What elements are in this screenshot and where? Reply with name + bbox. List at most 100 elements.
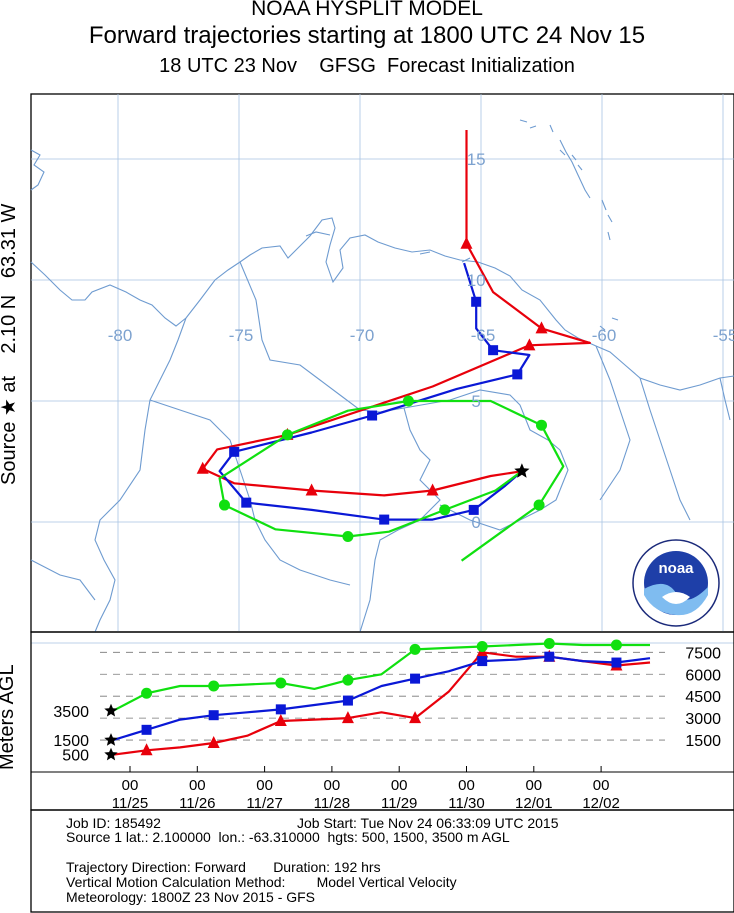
coast-central-america bbox=[30, 149, 45, 191]
lat-label: 10 bbox=[467, 271, 486, 290]
track-marker bbox=[305, 483, 318, 496]
start-height-star bbox=[104, 733, 118, 746]
coast-north-south-america bbox=[185, 217, 734, 391]
coast-pacific-south bbox=[30, 559, 96, 601]
time-tick-hour: 00 bbox=[525, 777, 542, 794]
track-1500-m bbox=[218, 262, 531, 521]
track-marker bbox=[367, 410, 378, 421]
track-marker bbox=[342, 531, 354, 543]
time-tick-hour: 00 bbox=[458, 777, 475, 794]
start-height-label: 3500 bbox=[53, 704, 89, 721]
height-track-3500-m bbox=[112, 642, 650, 712]
border-venezuela-guyana bbox=[403, 389, 561, 451]
track-marker bbox=[523, 338, 536, 351]
height-marker bbox=[342, 695, 353, 706]
track-marker bbox=[402, 395, 414, 407]
height-marker bbox=[544, 651, 555, 662]
lat-label: 0 bbox=[471, 513, 480, 532]
track-marker bbox=[535, 321, 548, 334]
lon-label: -80 bbox=[108, 326, 133, 345]
height-marker bbox=[275, 677, 287, 689]
title-line-1: NOAA HYSPLIT MODEL bbox=[251, 0, 483, 20]
track-marker bbox=[241, 497, 252, 508]
height-marker bbox=[543, 638, 555, 650]
lon-label: -60 bbox=[592, 326, 617, 345]
noaa-logo-text: noaa bbox=[658, 560, 694, 577]
time-tick-hour: 00 bbox=[324, 777, 341, 794]
track-marker bbox=[379, 514, 390, 525]
time-tick-labels: 0011/250011/260011/270011/280011/290011/… bbox=[112, 766, 620, 812]
info-panel-frame bbox=[30, 809, 734, 913]
height-marker bbox=[341, 711, 354, 724]
height-marker bbox=[409, 711, 422, 724]
height-marker bbox=[207, 735, 220, 748]
time-tick-date: 11/28 bbox=[314, 795, 350, 812]
time-tick-date: 12/02 bbox=[582, 795, 620, 812]
coast-lesser-antilles bbox=[549, 124, 613, 241]
track-500-m bbox=[201, 130, 591, 497]
time-tick-hour: 00 bbox=[256, 777, 273, 794]
time-tick-date: 11/26 bbox=[179, 795, 215, 812]
height-marker bbox=[208, 710, 219, 721]
source-details: Source 1 lat.: 2.100000 lon.: -63.310000… bbox=[66, 829, 510, 845]
height-marker bbox=[208, 680, 220, 692]
height-marker bbox=[342, 674, 354, 686]
border-colombia-venezuela bbox=[239, 261, 441, 633]
height-plot-frame bbox=[30, 631, 734, 773]
track-marker bbox=[460, 236, 473, 249]
start-height-star bbox=[104, 703, 118, 717]
start-height-label: 500 bbox=[62, 748, 89, 765]
track-marker bbox=[512, 369, 523, 380]
noaa-logo: noaa bbox=[632, 539, 720, 627]
job-id: Job ID: 185492 bbox=[66, 815, 161, 831]
height-tick-label: 4500 bbox=[685, 689, 721, 706]
height-tracks bbox=[112, 638, 651, 756]
coast-small-islands bbox=[419, 251, 471, 263]
height-marker bbox=[476, 640, 488, 652]
coastlines bbox=[30, 119, 734, 633]
height-track-500-m bbox=[112, 651, 651, 756]
time-tick-date: 11/29 bbox=[381, 795, 417, 812]
meteorology: Meteorology: 1800Z 23 Nov 2015 - GFS bbox=[66, 889, 316, 905]
height-grid bbox=[100, 651, 665, 741]
track-marker bbox=[281, 429, 293, 441]
height-marker bbox=[141, 724, 152, 735]
track-marker bbox=[218, 499, 230, 511]
track-marker bbox=[426, 483, 439, 496]
source-marker-star bbox=[514, 463, 530, 478]
time-tick-hour: 00 bbox=[189, 777, 206, 794]
time-tick-date: 11/25 bbox=[112, 795, 148, 812]
coast-guajira bbox=[305, 231, 331, 237]
coast-trinidad bbox=[599, 317, 619, 331]
coast-islands bbox=[559, 149, 583, 171]
time-tick-hour: 00 bbox=[391, 777, 408, 794]
height-marker bbox=[140, 743, 153, 756]
map-coordinate-labels: -80 -75 -70 -65 -60 -55 15 10 5 0 bbox=[108, 150, 734, 532]
coast-virgin-islands bbox=[519, 119, 537, 129]
title-line-2: Forward trajectories starting at 1800 UT… bbox=[88, 22, 646, 49]
vertical-motion: Vertical Motion Calculation Method: Mode… bbox=[66, 874, 457, 890]
start-height-star bbox=[104, 747, 118, 761]
lat-label: 15 bbox=[467, 150, 486, 169]
lon-label: -55 bbox=[713, 326, 734, 345]
trajectory-direction: Trajectory Direction: Forward Duration: … bbox=[66, 859, 381, 875]
title-line-3: 18 UTC 23 Nov GFSG Forecast Initializati… bbox=[159, 55, 575, 77]
height-marker bbox=[409, 643, 421, 655]
job-start: Job Start: Tue Nov 24 06:33:09 UTC 2015 bbox=[297, 815, 559, 831]
track-marker bbox=[229, 446, 240, 457]
track-marker bbox=[536, 419, 547, 431]
track-marker bbox=[471, 296, 482, 307]
height-tick-label: 7500 bbox=[685, 645, 721, 662]
time-tick-date: 11/30 bbox=[448, 795, 484, 812]
time-tick-hour: 00 bbox=[593, 777, 610, 794]
height-marker bbox=[611, 657, 622, 668]
track-marker bbox=[488, 345, 499, 356]
lon-label: -65 bbox=[471, 326, 496, 345]
coast-panama bbox=[30, 261, 187, 327]
track-marker bbox=[439, 504, 451, 516]
border-ecuador-peru bbox=[149, 399, 351, 586]
border-guyana-suriname bbox=[595, 345, 631, 501]
border-french-guiana bbox=[639, 377, 691, 521]
